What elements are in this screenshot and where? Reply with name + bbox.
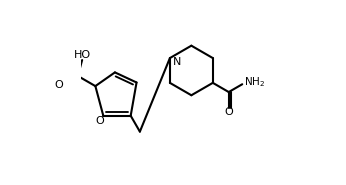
Text: O: O — [54, 80, 63, 90]
Text: HO: HO — [74, 51, 91, 60]
Text: O: O — [224, 107, 233, 117]
Text: NH$_2$: NH$_2$ — [244, 75, 266, 89]
Text: N: N — [173, 57, 182, 67]
Text: O: O — [95, 116, 104, 126]
